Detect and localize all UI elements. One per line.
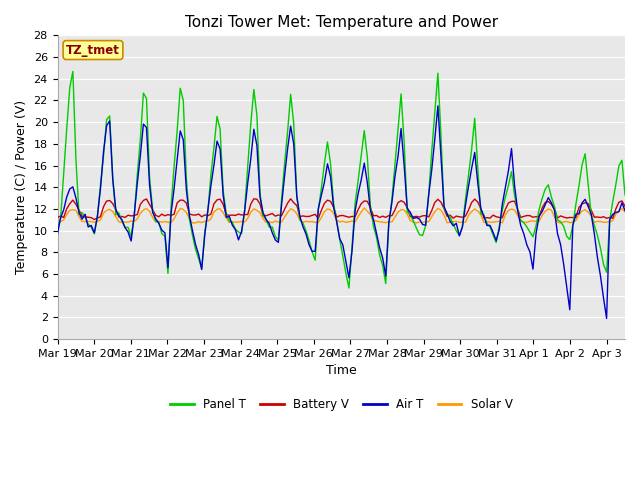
Solar V <box>324 206 332 212</box>
Solar V <box>140 207 147 213</box>
Line: Battery V: Battery V <box>58 199 625 219</box>
Solar V <box>581 207 589 213</box>
Line: Solar V: Solar V <box>58 208 625 223</box>
Air T <box>578 200 586 206</box>
Battery V <box>330 204 337 210</box>
Solar V <box>489 219 497 225</box>
Air T <box>489 229 497 235</box>
Air T <box>382 273 390 279</box>
Panel T <box>492 240 500 245</box>
Air T <box>140 121 147 127</box>
Air T <box>406 209 414 215</box>
Solar V <box>621 209 629 215</box>
Battery V <box>388 213 396 218</box>
Solar V <box>385 219 393 225</box>
Panel T <box>413 225 420 231</box>
Panel T <box>581 151 589 156</box>
Panel T <box>143 96 150 101</box>
Battery V <box>492 214 500 220</box>
Battery V <box>54 215 61 220</box>
Panel T <box>621 192 629 198</box>
Panel T <box>345 285 353 291</box>
X-axis label: Time: Time <box>326 364 356 377</box>
Solar V <box>360 205 368 211</box>
Panel T <box>69 69 77 74</box>
Air T <box>54 231 61 237</box>
Panel T <box>54 224 61 230</box>
Battery V <box>143 196 150 202</box>
Line: Air T: Air T <box>58 106 625 318</box>
Y-axis label: Temperature (C) / Power (V): Temperature (C) / Power (V) <box>15 100 28 274</box>
Air T <box>621 208 629 214</box>
Solar V <box>54 220 61 226</box>
Solar V <box>557 220 564 226</box>
Battery V <box>90 216 98 222</box>
Battery V <box>581 200 589 205</box>
Panel T <box>326 161 334 167</box>
Title: Tonzi Tower Met: Temperature and Power: Tonzi Tower Met: Temperature and Power <box>185 15 498 30</box>
Battery V <box>621 204 629 209</box>
Panel T <box>388 196 396 202</box>
Line: Panel T: Panel T <box>58 72 625 288</box>
Battery V <box>287 196 294 202</box>
Legend: Panel T, Battery V, Air T, Solar V: Panel T, Battery V, Air T, Solar V <box>165 394 517 416</box>
Text: TZ_tmet: TZ_tmet <box>66 44 120 57</box>
Battery V <box>413 214 420 219</box>
Air T <box>434 103 442 109</box>
Air T <box>324 161 332 167</box>
Solar V <box>410 219 417 225</box>
Air T <box>603 315 611 321</box>
